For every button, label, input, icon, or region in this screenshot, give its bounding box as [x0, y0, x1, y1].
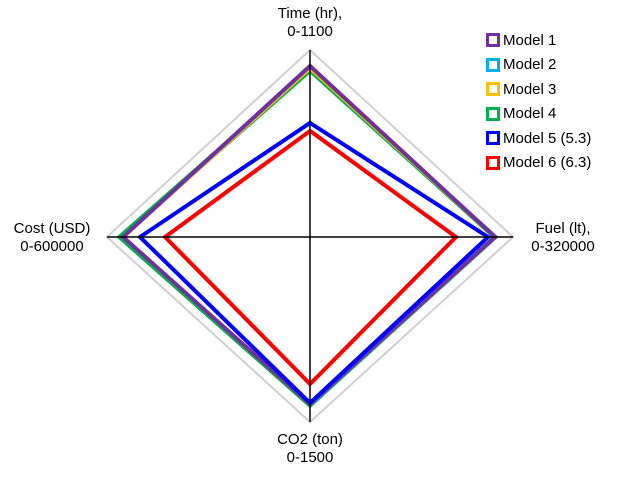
legend-item-model-4[interactable]: Model 4: [486, 102, 591, 127]
legend-swatch-icon: [486, 106, 500, 121]
axis-label-cost-range: 0-600000: [20, 238, 84, 255]
chart-axes: [107, 50, 513, 422]
axis-label-co2-range: 0-1500: [286, 449, 334, 466]
axis-label-cost: Cost (USD) 0-600000: [2, 220, 102, 256]
chart-legend: Model 1 Model 2 Model 3 Model 4 Model 5 …: [486, 28, 591, 175]
legend-item-model-6[interactable]: Model 6 (6.3): [486, 151, 591, 176]
axis-label-co2: CO2 (ton) 0-1500: [260, 431, 360, 467]
legend-item-model-1[interactable]: Model 1: [486, 28, 591, 53]
chart-series: [116, 63, 499, 409]
legend-swatch-icon: [486, 82, 500, 97]
legend-swatch-icon: [486, 155, 500, 170]
legend-label: Model 3: [503, 80, 557, 98]
axis-label-time-name: Time (hr),: [277, 5, 343, 22]
axis-label-fuel-name: Fuel (lt),: [535, 220, 591, 237]
series-line-model-1: [120, 63, 498, 407]
legend-swatch-icon: [486, 57, 500, 72]
legend-label: Model 5 (5.3): [503, 129, 592, 147]
legend-swatch-icon: [486, 33, 500, 48]
legend-label: Model 1: [503, 31, 557, 49]
axis-label-time-range: 0-1100: [287, 23, 333, 40]
legend-label: Model 6 (6.3): [503, 154, 592, 172]
axis-label-fuel-range: 0-320000: [531, 238, 595, 255]
legend-label: Model 4: [503, 105, 557, 123]
legend-swatch-icon: [486, 131, 500, 146]
legend-item-model-3[interactable]: Model 3: [486, 77, 591, 102]
axis-label-co2-name: CO2 (ton): [277, 431, 343, 448]
axis-label-time: Time (hr), 0-1100: [260, 5, 360, 41]
series-line-model-2: [120, 65, 498, 407]
legend-label: Model 2: [503, 56, 557, 74]
axis-label-fuel: Fuel (lt), 0-320000: [513, 220, 613, 256]
legend-item-model-5[interactable]: Model 5 (5.3): [486, 126, 591, 151]
axis-label-cost-name: Cost (USD): [13, 220, 91, 237]
series-line-model-3: [120, 65, 498, 407]
legend-item-model-2[interactable]: Model 2: [486, 53, 591, 78]
